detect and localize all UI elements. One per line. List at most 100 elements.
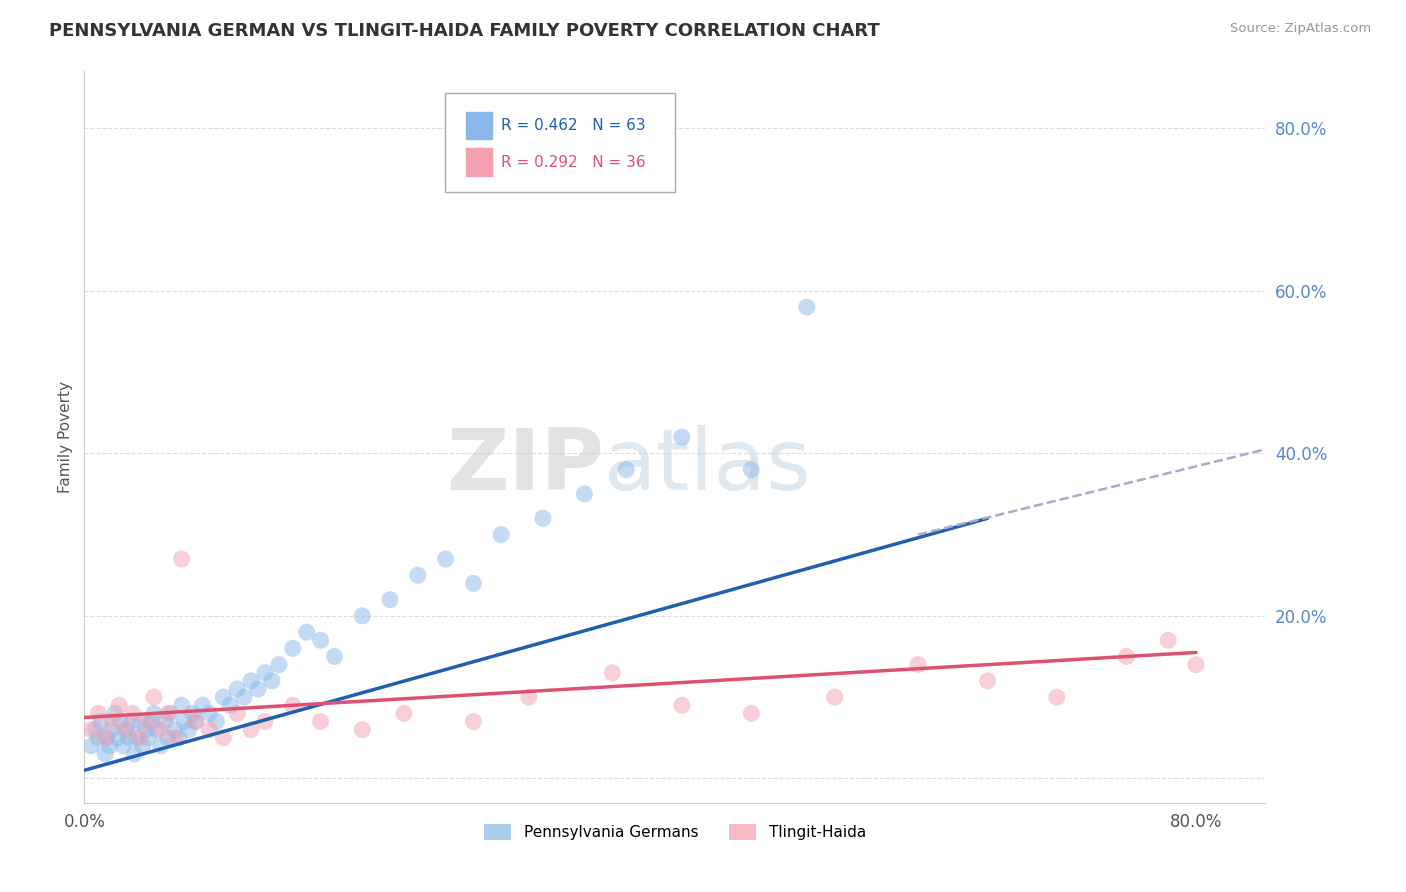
Point: [129, 731, 152, 745]
Point: [976, 673, 998, 688]
Point: [118, 731, 141, 745]
Point: [124, 747, 146, 761]
Point: [240, 673, 263, 688]
Point: [281, 698, 304, 713]
Point: [574, 487, 596, 501]
Point: [1157, 633, 1180, 648]
Point: [142, 690, 165, 705]
Point: [115, 723, 138, 737]
Point: [107, 731, 129, 745]
Point: [94, 747, 117, 761]
Point: [247, 681, 270, 696]
Point: [142, 706, 165, 721]
Point: [110, 714, 132, 729]
Point: [323, 649, 346, 664]
Point: [295, 625, 318, 640]
Point: [824, 690, 846, 705]
Point: [145, 723, 167, 737]
Point: [253, 714, 276, 729]
Point: [212, 690, 235, 705]
Point: [281, 641, 304, 656]
Point: [240, 723, 263, 737]
Point: [170, 698, 193, 713]
Point: [87, 731, 110, 745]
Point: [108, 698, 131, 713]
Point: [156, 706, 179, 721]
Text: atlas: atlas: [605, 425, 813, 508]
Point: [121, 714, 143, 729]
Text: R = 0.462   N = 63: R = 0.462 N = 63: [502, 118, 645, 133]
Point: [740, 706, 762, 721]
Point: [392, 706, 415, 721]
Point: [1185, 657, 1208, 672]
Point: [115, 723, 138, 737]
Point: [84, 723, 107, 737]
Point: [671, 698, 693, 713]
Point: [406, 568, 429, 582]
Point: [149, 723, 172, 737]
Point: [267, 657, 290, 672]
Point: [101, 723, 124, 737]
Point: [378, 592, 401, 607]
Legend: Pennsylvania Germans, Tlingit-Haida: Pennsylvania Germans, Tlingit-Haida: [478, 818, 872, 847]
Point: [191, 698, 214, 713]
Point: [139, 714, 162, 729]
FancyBboxPatch shape: [465, 112, 492, 139]
Point: [531, 511, 554, 525]
Point: [671, 430, 693, 444]
Point: [740, 462, 762, 476]
Point: [309, 633, 332, 648]
Point: [96, 731, 118, 745]
Point: [219, 698, 242, 713]
Text: R = 0.292   N = 36: R = 0.292 N = 36: [502, 154, 645, 169]
Point: [134, 723, 156, 737]
Point: [796, 300, 818, 314]
FancyBboxPatch shape: [465, 148, 492, 176]
Text: Source: ZipAtlas.com: Source: ZipAtlas.com: [1230, 22, 1371, 36]
Point: [517, 690, 540, 705]
Point: [129, 714, 152, 729]
Point: [198, 706, 221, 721]
Point: [198, 723, 221, 737]
Point: [104, 706, 127, 721]
Point: [98, 739, 121, 753]
Point: [226, 681, 249, 696]
Point: [173, 714, 195, 729]
Point: [136, 731, 159, 745]
Point: [463, 576, 485, 591]
Point: [135, 714, 157, 729]
Point: [167, 731, 190, 745]
Point: [163, 731, 186, 745]
Point: [184, 714, 207, 729]
Point: [181, 706, 204, 721]
Point: [149, 739, 172, 753]
Y-axis label: Family Poverty: Family Poverty: [58, 381, 73, 493]
Point: [260, 673, 283, 688]
Point: [159, 706, 181, 721]
Point: [87, 706, 110, 721]
Point: [184, 714, 207, 729]
Point: [177, 723, 200, 737]
FancyBboxPatch shape: [444, 94, 675, 192]
Point: [1046, 690, 1069, 705]
Point: [80, 739, 103, 753]
Point: [163, 723, 186, 737]
Point: [153, 714, 176, 729]
Text: PENNSYLVANIA GERMAN VS TLINGIT-HAIDA FAMILY POVERTY CORRELATION CHART: PENNSYLVANIA GERMAN VS TLINGIT-HAIDA FAM…: [49, 22, 880, 40]
Point: [352, 723, 374, 737]
Point: [205, 714, 228, 729]
Point: [156, 731, 179, 745]
Point: [90, 714, 112, 729]
Point: [602, 665, 624, 680]
Point: [614, 462, 637, 476]
Point: [94, 731, 117, 745]
Point: [101, 714, 124, 729]
Point: [253, 665, 276, 680]
Point: [233, 690, 256, 705]
Point: [122, 706, 145, 721]
Point: [434, 552, 457, 566]
Point: [170, 552, 193, 566]
Point: [132, 739, 155, 753]
Point: [489, 527, 512, 541]
Point: [226, 706, 249, 721]
